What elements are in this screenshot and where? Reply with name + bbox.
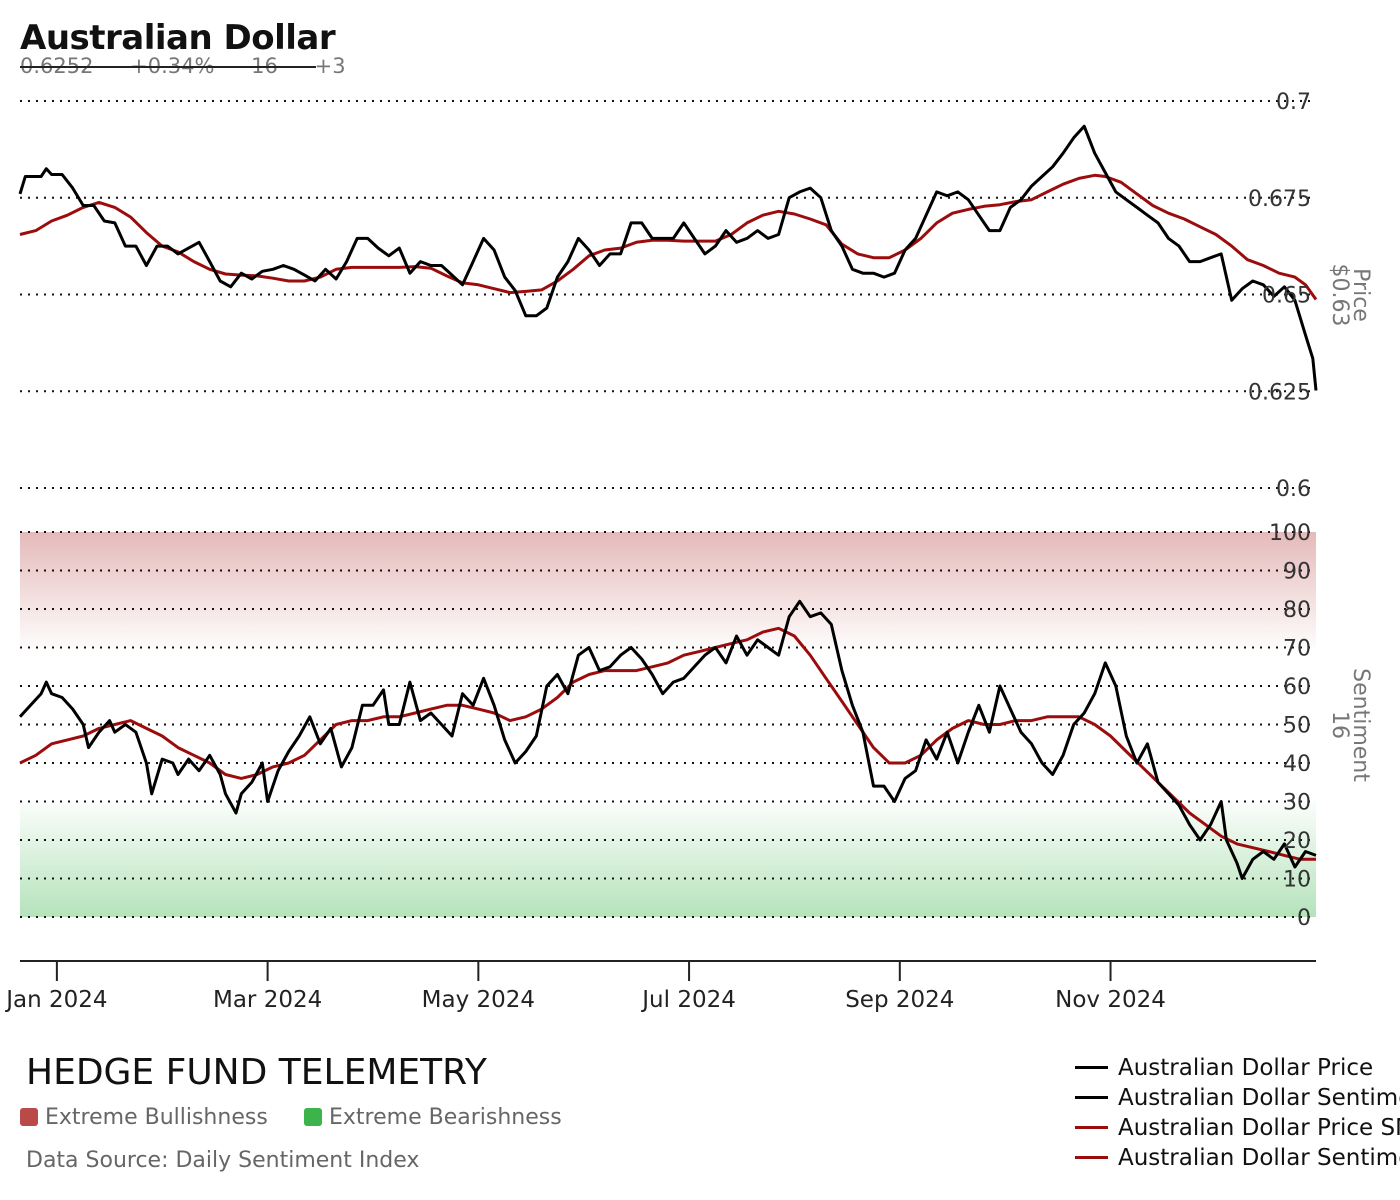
legend-label: Australian Dollar Sentiment SMA [1118,1145,1400,1171]
sentiment-tick-label: 20 [1283,829,1311,854]
sentiment-tick-label: 30 [1283,791,1311,816]
legend-line [1075,1066,1108,1069]
sentiment-line [18,599,1317,880]
data-source: Data Source: Daily Sentiment Index [26,1148,420,1173]
price-axis-value: $0.63 [1327,264,1352,327]
sentiment-tick-label: 50 [1283,714,1311,739]
y-tick-labels: 0.70.6750.650.6250.610090807060504030201… [1248,90,1311,931]
legend-label: Australian Dollar Price [1118,1055,1374,1081]
sentiment-tick-label: 90 [1283,560,1311,585]
strike-line [20,66,316,68]
x-tick-label: Sep 2024 [845,987,954,1013]
price-tick-label: 0.7 [1276,90,1311,115]
sentiment-tick-label: 10 [1283,868,1311,893]
price-tick-label: 0.675 [1248,187,1311,212]
legend-item-sentiment-sma: Australian Dollar Sentiment SMA [1075,1143,1400,1173]
brand-name: HEDGE FUND TELEMETRY [26,1052,487,1093]
sentiment-sma-line [19,626,1316,861]
price-line [18,124,1318,391]
sentiment-change: +3 [314,54,346,78]
x-tick-label: Jul 2024 [640,987,736,1013]
price-tick-label: 0.625 [1248,380,1311,405]
x-tick-label: Jan 2024 [4,987,107,1013]
legend-label: Australian Dollar Sentiment [1118,1085,1400,1111]
header-stats: 0.6252 +0.34% 16 +3 [20,54,346,78]
sentiment-axis-value: 16 [1327,711,1352,739]
bearish-swatch [304,1108,322,1126]
bearish-label: Extreme Bearishness [329,1105,562,1130]
legend-label: Australian Dollar Price SMA [1118,1115,1400,1141]
series-lines [18,124,1318,880]
sentiment-tick-label: 60 [1283,675,1311,700]
chart-title: Australian Dollar [20,18,336,58]
x-tick-label: May 2024 [422,987,535,1013]
legend-line [1075,1156,1108,1159]
sentiment-tick-label: 40 [1283,752,1311,777]
x-axis: Jan 2024 Mar 2024 May 2024 Jul 2024 Sep 2024… [4,960,1316,1013]
grid-lines [20,100,1316,918]
bullish-swatch [20,1108,38,1126]
legend-item-sentiment: Australian Dollar Sentiment [1075,1083,1400,1113]
sentiment-axis-title: Sentiment [1348,668,1373,782]
x-tick-label: Nov 2024 [1055,987,1166,1013]
sentiment-tick-label: 0 [1297,906,1311,931]
sentiment-bands [20,532,1316,917]
legend-extreme-bearishness: Extreme Bearishness [304,1105,562,1130]
legend-line [1075,1096,1108,1099]
price-axis-title: Price [1348,268,1373,322]
sentiment-tick-label: 70 [1283,637,1311,662]
bullish-label: Extreme Bullishness [45,1105,268,1130]
price-tick-label: 0.6 [1276,477,1311,502]
extreme-bullishness-band [20,532,1316,648]
legend-item-price-sma: Australian Dollar Price SMA [1075,1113,1400,1143]
sentiment-tick-label: 100 [1269,521,1311,546]
price-tick-label: 0.65 [1262,284,1311,309]
chart-canvas: 0.70.6750.650.6250.610090807060504030201… [4,90,1373,1013]
series-legend: Australian Dollar Price Australian Dolla… [1075,1053,1400,1173]
sentiment-tick-label: 80 [1283,598,1311,623]
legend-item-price: Australian Dollar Price [1075,1053,1400,1083]
legend-extreme-bullishness: Extreme Bullishness [20,1105,268,1130]
x-tick-label: Mar 2024 [213,987,322,1013]
legend-line [1075,1126,1108,1129]
extreme-bearishness-band [20,801,1316,917]
